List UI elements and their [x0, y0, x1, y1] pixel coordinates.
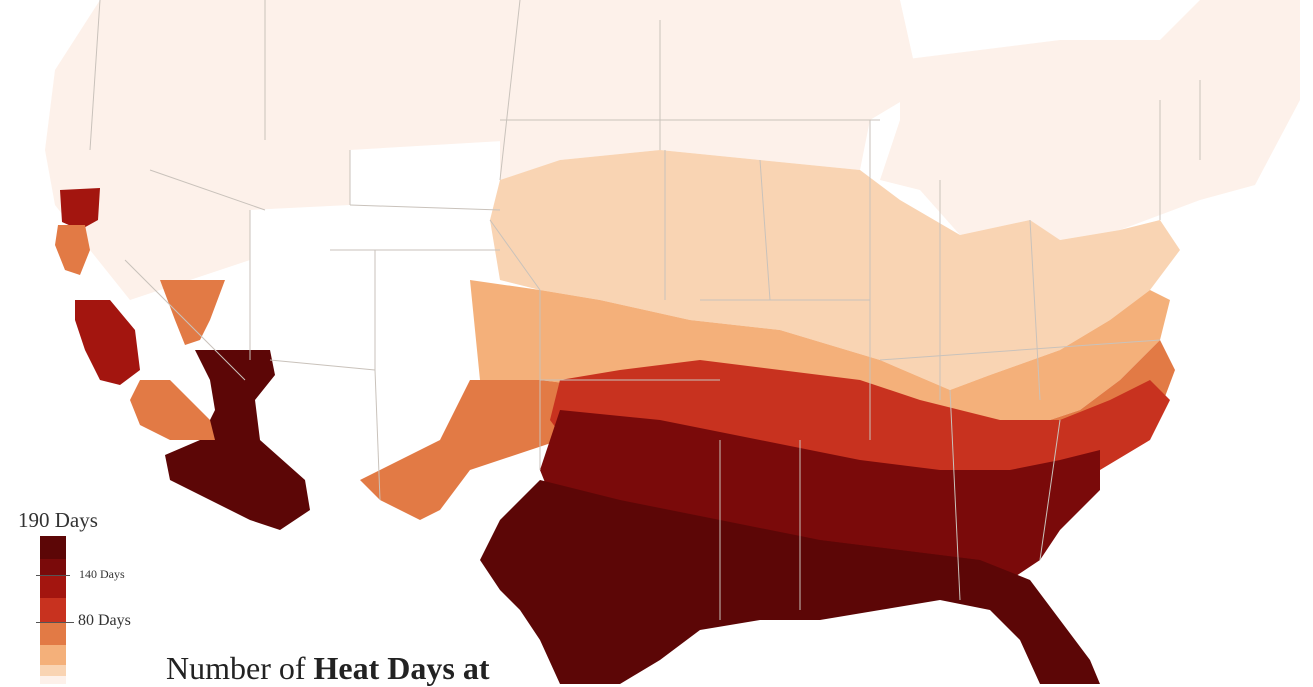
state-border-line [489, 219, 541, 291]
map-title: Number of Heat Days at [166, 650, 489, 687]
legend-max-label: 190 Days [18, 508, 98, 532]
state-border-line [349, 204, 501, 211]
legend-swatch [40, 676, 66, 684]
region-gulf-core [480, 480, 1100, 684]
region-midwest-band [490, 150, 1180, 390]
legend-swatch [40, 559, 66, 575]
map-title-prefix: Number of [166, 650, 314, 686]
legend-swatch [40, 664, 66, 677]
legend-swatch [40, 536, 66, 560]
state-border-line [1039, 419, 1061, 561]
map-title-bold: Heat Days at [313, 650, 490, 686]
region-southwest-desert [165, 350, 310, 530]
state-border-line [879, 339, 1161, 361]
legend-tick-label: 80 Days [78, 611, 131, 629]
region-northeast [880, 0, 1300, 240]
legend-swatch [40, 621, 66, 646]
legend-color-bar [40, 536, 66, 684]
state-borders [89, 0, 1201, 620]
state-border-line [499, 0, 521, 181]
legend-tick-line [36, 574, 70, 576]
state-border-line [759, 159, 771, 301]
state-border-line [149, 169, 266, 211]
region-california-coast [55, 225, 225, 440]
legend-swatch [40, 598, 66, 622]
state-border-line [269, 359, 376, 371]
state-border-line [89, 0, 101, 151]
legend-swatch [40, 645, 66, 665]
state-border-line [949, 389, 961, 601]
region-central-band [470, 280, 1170, 450]
state-border-line [374, 369, 381, 501]
region-north-central [500, 0, 920, 180]
map-regions [45, 0, 1300, 684]
state-border-line [124, 259, 246, 381]
legend-tick-label: 140 Days [79, 566, 125, 581]
legend-tick-line [36, 621, 74, 623]
region-northwest [45, 0, 520, 300]
legend-swatch [40, 574, 66, 599]
state-border-line [1029, 219, 1041, 401]
region-california-valley [60, 188, 140, 385]
